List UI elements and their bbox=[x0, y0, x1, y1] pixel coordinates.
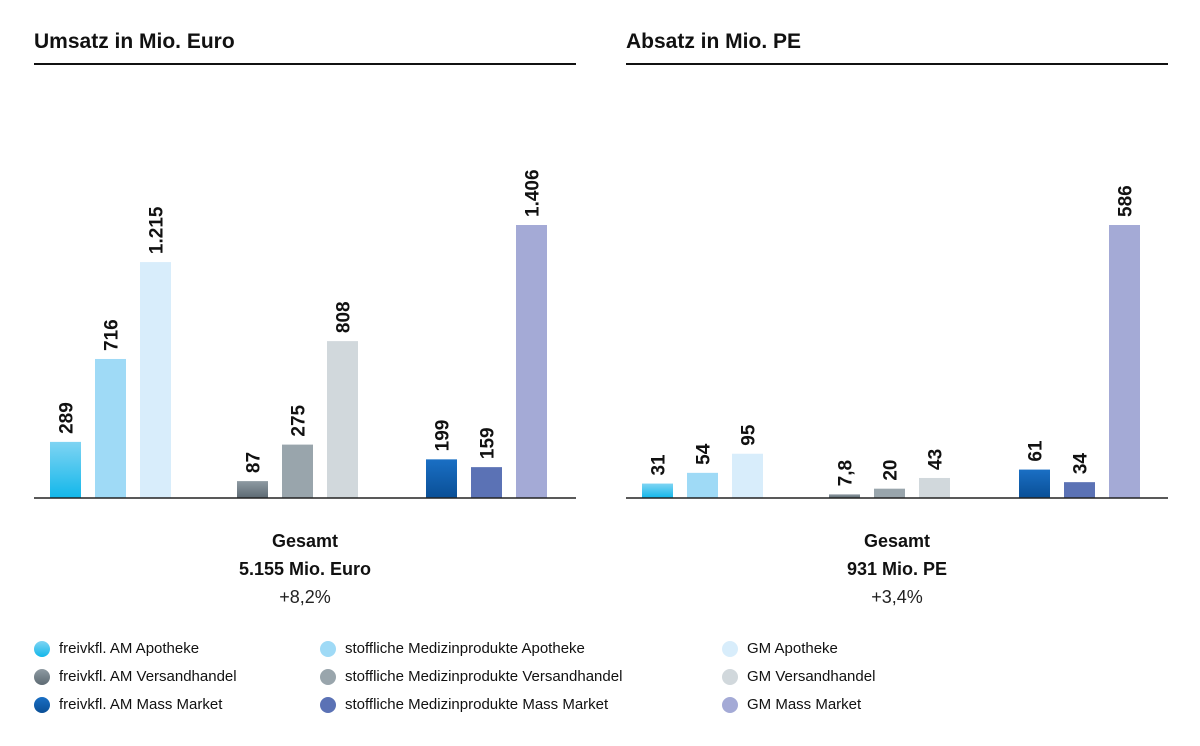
legend-label-6: freivkfl. AM Mass Market bbox=[59, 696, 223, 713]
sales-data-label-0-1: 54 bbox=[694, 443, 715, 465]
sales-bar-1-0 bbox=[829, 494, 860, 498]
sales-bar-1-2 bbox=[919, 477, 950, 498]
sales-data-label-2-2: 586 bbox=[1116, 185, 1137, 217]
revenue-bar-chart: 289 716 1.215 87 275 808 199 159 1.406 bbox=[34, 169, 576, 499]
revenue-bar-1-1 bbox=[282, 444, 313, 498]
legend-item-3: freivkfl. AM Versandhandel bbox=[34, 668, 237, 685]
legend-swatch-6 bbox=[34, 696, 50, 713]
revenue-chart-title: Umsatz in Mio. Euro bbox=[34, 30, 235, 53]
legend-label-4: stoffliche Medizinprodukte Versandhandel bbox=[345, 668, 623, 685]
legend-item-2: GM Apotheke bbox=[722, 640, 838, 657]
sales-data-label-1-0: 7,8 bbox=[836, 460, 857, 486]
revenue-bar-2-1 bbox=[471, 467, 502, 498]
sales-data-label-0-2: 95 bbox=[739, 424, 760, 446]
legend-swatch-8 bbox=[722, 696, 738, 713]
legend-item-0: freivkfl. AM Apotheke bbox=[34, 640, 199, 657]
legend-swatch-3 bbox=[34, 668, 50, 685]
revenue-bar-0-1 bbox=[95, 358, 126, 498]
revenue-bar-1-2 bbox=[327, 341, 358, 498]
revenue-data-label-1-0: 87 bbox=[244, 452, 265, 473]
revenue-bar-0-0 bbox=[50, 441, 81, 498]
sales-data-label-2-1: 34 bbox=[1071, 453, 1092, 475]
legend-label-1: stoffliche Medizinprodukte Apotheke bbox=[345, 640, 585, 657]
legend-item-4: stoffliche Medizinprodukte Versandhandel bbox=[320, 668, 622, 685]
legend-item-1: stoffliche Medizinprodukte Apotheke bbox=[320, 640, 585, 657]
revenue-data-label-1-2: 808 bbox=[334, 301, 355, 333]
revenue-title-rule bbox=[34, 63, 576, 65]
sales-bar-0-2 bbox=[732, 453, 763, 498]
legend-label-5: GM Versandhandel bbox=[747, 668, 876, 685]
revenue-bar-1-0 bbox=[237, 481, 268, 498]
sales-total-value: 931 Mio. PE bbox=[846, 559, 948, 579]
legend-label-0: freivkfl. AM Apotheke bbox=[59, 640, 200, 657]
revenue-data-label-2-1: 159 bbox=[478, 427, 499, 459]
legend-label-7: stoffliche Medizinprodukte Mass Market bbox=[345, 696, 609, 713]
revenue-bar-0-2 bbox=[140, 262, 171, 498]
revenue-bar-2-2 bbox=[516, 225, 547, 498]
sales-chart-title: Absatz in Mio. PE bbox=[626, 30, 802, 53]
revenue-data-label-2-0: 199 bbox=[433, 420, 454, 452]
legend-swatch-0 bbox=[34, 640, 50, 657]
revenue-bar-2-0 bbox=[426, 459, 457, 498]
sales-bar-2-1 bbox=[1064, 482, 1095, 498]
legend-swatch-1 bbox=[320, 640, 336, 657]
sales-bar-1-1 bbox=[874, 488, 905, 498]
revenue-total: Gesamt 5.155 Mio. Euro +8,2% bbox=[105, 527, 505, 611]
legend-item-6: freivkfl. AM Mass Market bbox=[34, 696, 222, 713]
sales-total-heading: Gesamt bbox=[863, 531, 931, 551]
revenue-total-heading: Gesamt bbox=[271, 531, 339, 551]
revenue-total-change: +8,2% bbox=[279, 587, 331, 607]
sales-data-label-1-2: 43 bbox=[926, 449, 947, 470]
revenue-total-value: 5.155 Mio. Euro bbox=[238, 559, 372, 579]
revenue-data-label-1-1: 275 bbox=[289, 404, 310, 436]
sales-bar-0-0 bbox=[642, 483, 673, 498]
sales-total-change: +3,4% bbox=[871, 587, 923, 607]
legend-swatch-2 bbox=[722, 640, 738, 657]
sales-bar-2-2 bbox=[1109, 225, 1140, 498]
revenue-data-label-0-1: 716 bbox=[102, 319, 123, 351]
legend-item-7: stoffliche Medizinprodukte Mass Market bbox=[320, 696, 608, 713]
revenue-data-label-0-2: 1.215 bbox=[147, 206, 168, 254]
sales-total: Gesamt 931 Mio. PE +3,4% bbox=[697, 527, 1097, 611]
sales-data-label-0-0: 31 bbox=[649, 454, 670, 476]
revenue-data-label-2-2: 1.406 bbox=[523, 169, 544, 217]
legend-swatch-5 bbox=[722, 668, 738, 685]
legend-item-5: GM Versandhandel bbox=[722, 668, 875, 685]
sales-bar-2-0 bbox=[1019, 469, 1050, 498]
sales-bar-0-1 bbox=[687, 472, 718, 498]
legend-label-8: GM Mass Market bbox=[747, 696, 862, 713]
legend-label-3: freivkfl. AM Versandhandel bbox=[59, 668, 237, 685]
legend-label-2: GM Apotheke bbox=[747, 640, 838, 657]
revenue-data-label-0-0: 289 bbox=[57, 402, 78, 434]
sales-data-label-1-1: 20 bbox=[881, 460, 902, 481]
legend-swatch-7 bbox=[320, 696, 336, 713]
sales-data-label-2-0: 61 bbox=[1026, 440, 1047, 462]
sales-bar-chart: 31 54 95 7,8 20 43 61 34 586 bbox=[626, 185, 1168, 499]
legend-swatch-4 bbox=[320, 668, 336, 685]
legend-item-8: GM Mass Market bbox=[722, 696, 861, 713]
sales-title-rule bbox=[626, 63, 1168, 65]
